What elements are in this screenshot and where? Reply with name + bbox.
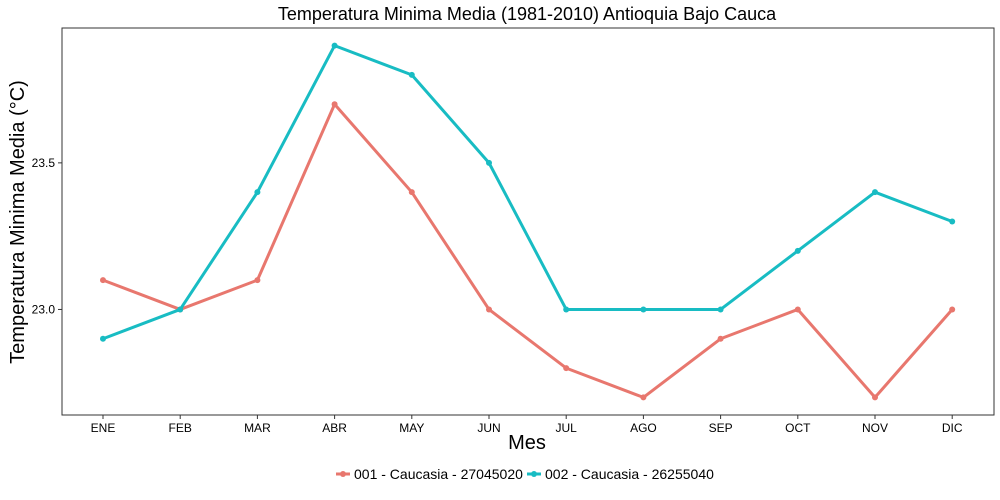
x-tick-label-ago: AGO	[630, 421, 657, 435]
data-point-1-may	[408, 189, 415, 196]
data-point-2-abr	[331, 42, 338, 49]
chart-title: Temperatura Minima Media (1981-2010) Ant…	[278, 4, 777, 24]
data-point-2-nov	[872, 189, 878, 196]
legend-marker-1	[340, 471, 346, 477]
data-point-1-nov	[872, 394, 878, 401]
x-tick-label-abr: ABR	[322, 421, 347, 435]
x-tick-label-jul: JUL	[556, 421, 578, 435]
x-tick-label-oct: OCT	[785, 421, 811, 435]
data-point-1-abr	[331, 101, 338, 108]
data-point-1-jun	[486, 306, 492, 313]
data-point-1-dic	[949, 306, 956, 313]
data-point-2-feb	[177, 306, 184, 313]
x-axis: ENE FEB MAR ABR MAY JUN JUL AGO SEP OCT NOV DIC	[91, 415, 963, 435]
data-point-1-sep	[717, 335, 724, 342]
x-tick-label-jun: JUN	[477, 421, 500, 435]
y-axis-title: Temperatura Minima Media (°C)	[7, 80, 29, 364]
x-tick-label-feb: FEB	[169, 421, 192, 435]
data-point-2-oct	[794, 247, 801, 254]
x-tick-label-sep: SEP	[709, 421, 733, 435]
data-point-1-ene	[100, 277, 106, 284]
legend: 001 - Caucasia - 27045020 002 - Caucasia …	[336, 466, 714, 482]
y-tick-label: 23.0	[32, 302, 56, 316]
legend-label-1: 001 - Caucasia - 27045020	[354, 466, 523, 482]
x-tick-label-ene: ENE	[91, 421, 116, 435]
plot-area	[61, 27, 995, 416]
data-point-1-oct	[794, 306, 801, 313]
data-point-2-ago	[640, 306, 647, 313]
data-point-1-jul	[563, 365, 570, 372]
x-tick-label-mar: MAR	[244, 421, 271, 435]
data-point-1-mar	[254, 277, 261, 284]
y-tick-label: 23.5	[32, 156, 56, 170]
x-axis-title: Mes	[508, 432, 546, 454]
data-point-2-may	[408, 71, 415, 78]
data-point-1-ago	[640, 394, 647, 401]
legend-marker-2	[531, 471, 537, 477]
data-point-2-jul	[563, 306, 570, 313]
series-layer	[100, 42, 956, 401]
series-line-1	[101, 102, 954, 399]
data-point-2-jun	[486, 159, 492, 166]
data-point-2-ene	[100, 335, 106, 342]
y-axis: 23.0 23.5	[32, 156, 62, 316]
legend-label-2: 002 - Caucasia - 26255040	[545, 466, 714, 482]
series-line-2	[101, 44, 954, 341]
x-tick-label-nov: NOV	[862, 421, 888, 435]
data-point-2-dic	[949, 218, 956, 225]
x-tick-label-dic: DIC	[942, 421, 963, 435]
data-point-2-mar	[254, 189, 261, 196]
data-point-2-sep	[717, 306, 724, 313]
x-tick-label-may: MAY	[399, 421, 424, 435]
